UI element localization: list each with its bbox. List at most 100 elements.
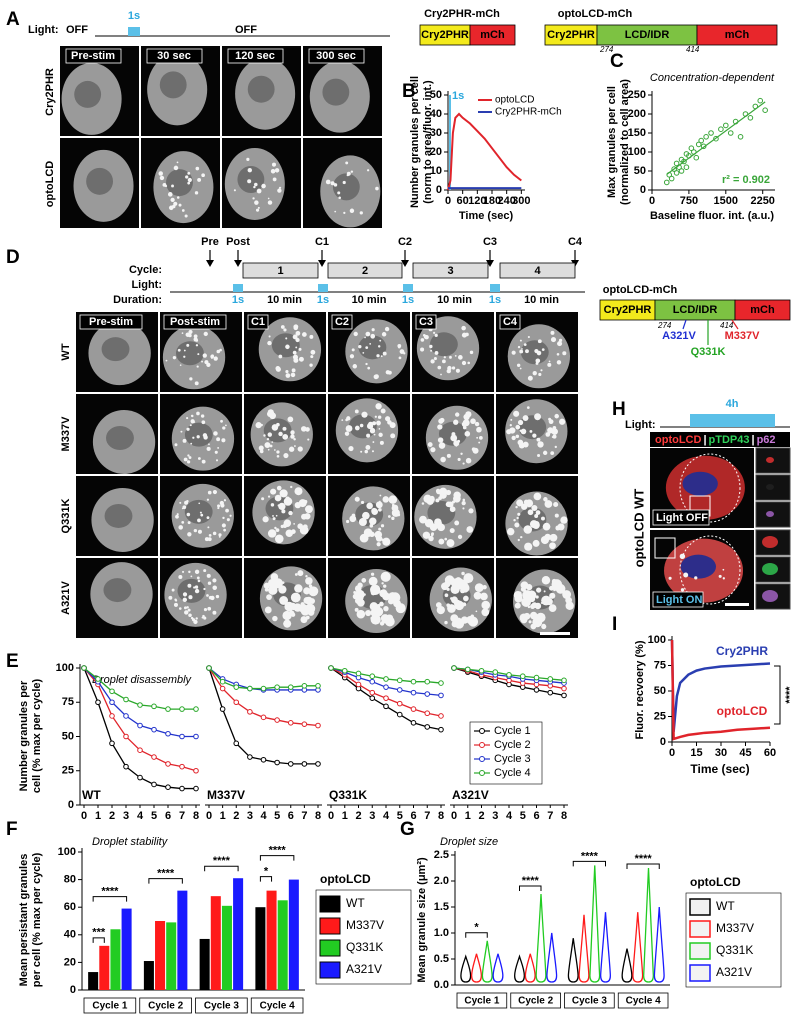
mutation-label: A321V [662, 330, 696, 342]
y-tick-label: 100 [58, 846, 76, 858]
granule [536, 437, 541, 442]
x-tick-label: 0 [328, 810, 334, 822]
granule [190, 616, 194, 620]
granule [476, 436, 479, 439]
significance: * [264, 866, 269, 878]
label-box [65, 48, 122, 64]
granule [229, 514, 232, 517]
granule [197, 353, 200, 356]
point [666, 172, 673, 178]
granule [549, 585, 554, 591]
granule [278, 186, 282, 189]
panel-label: M337V [207, 788, 245, 802]
legend-label: Cry2PHR-mCh [495, 107, 562, 118]
granule [541, 598, 546, 603]
granule [359, 211, 363, 215]
point [424, 678, 431, 685]
granule [309, 363, 313, 367]
x-tick-label: Cycle 4 [626, 996, 661, 1007]
granule [293, 324, 299, 330]
granule [722, 568, 725, 571]
granule [272, 177, 277, 182]
inset-signal [762, 563, 778, 575]
point [179, 706, 185, 712]
legend-marker [479, 756, 485, 762]
granule [283, 452, 289, 459]
granule [276, 485, 282, 491]
violin [643, 867, 654, 983]
y-tick-label: 0 [660, 736, 666, 748]
granule [196, 365, 199, 368]
granule [362, 351, 365, 354]
granule [302, 332, 307, 337]
stain-header [650, 432, 790, 447]
column-label: C3 [419, 316, 433, 328]
y-tick-label: 0 [436, 184, 442, 196]
granule [465, 457, 472, 464]
panel-letter: D [6, 247, 20, 268]
panel-letter: F [6, 819, 18, 840]
point [341, 667, 348, 674]
point [747, 115, 754, 121]
granule [193, 619, 198, 625]
granule [269, 444, 273, 448]
granule [533, 520, 540, 527]
granule [217, 504, 221, 508]
granule [290, 372, 296, 378]
granule [441, 359, 446, 364]
granule [304, 596, 313, 605]
granule [203, 587, 206, 591]
granule [354, 496, 360, 502]
granule [270, 168, 276, 174]
granule [256, 188, 262, 194]
granule [295, 346, 298, 349]
granule [264, 606, 272, 614]
arrow-head [486, 260, 494, 267]
annotation: **** [784, 686, 796, 704]
granule [277, 504, 280, 507]
point [328, 665, 334, 671]
category-box [564, 992, 615, 1009]
granule [175, 599, 178, 602]
granule [516, 499, 524, 507]
granule [221, 523, 226, 528]
row-title: Light: [131, 279, 162, 291]
granule [261, 183, 266, 189]
granule [186, 427, 190, 431]
light-pulse [690, 414, 775, 427]
point [137, 702, 143, 708]
bar [88, 972, 99, 990]
granule [434, 518, 442, 526]
granule [179, 364, 182, 366]
event-label: C2 [398, 236, 412, 248]
granule [553, 588, 557, 592]
panel-letter: I [612, 614, 617, 635]
event-label: Pre [201, 236, 219, 248]
granule [424, 519, 434, 528]
granule [207, 581, 212, 585]
nucleus [74, 80, 102, 108]
granule [445, 501, 452, 508]
granule [450, 584, 460, 594]
legend-box [685, 892, 782, 988]
granule [455, 617, 462, 625]
label-box [652, 509, 710, 526]
granule [206, 573, 211, 578]
granule [178, 607, 182, 610]
domain-label: LCD/IDR [625, 29, 670, 41]
point [383, 703, 389, 710]
granule [527, 605, 531, 609]
nucleus [184, 499, 213, 524]
cycle-box [242, 262, 319, 279]
point [179, 763, 185, 770]
granule [274, 526, 277, 530]
granule [173, 602, 178, 607]
granule [560, 516, 568, 524]
granule [294, 487, 303, 496]
granule [220, 419, 223, 423]
x-tick-label: 1 [95, 810, 101, 822]
granule [444, 575, 455, 585]
point [123, 763, 129, 770]
point [410, 678, 417, 685]
category-box [456, 992, 508, 1009]
